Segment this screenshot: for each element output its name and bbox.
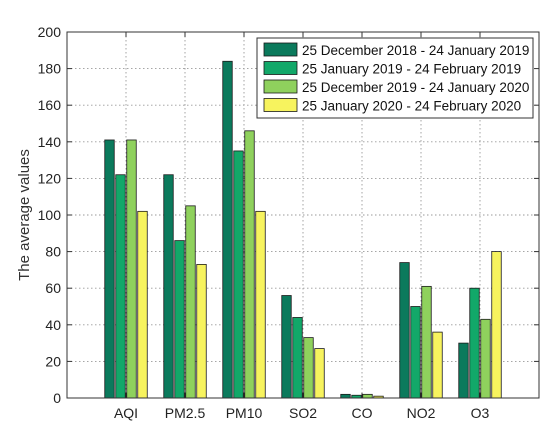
y-tick-label: 0 <box>53 390 61 406</box>
legend-label: 25 December 2019 - 24 January 2020 <box>302 80 529 95</box>
y-tick-label: 160 <box>38 97 62 113</box>
bar <box>174 240 185 399</box>
bar <box>480 318 491 399</box>
legend-box <box>256 37 534 119</box>
y-tick-label: 120 <box>38 170 62 186</box>
bar <box>303 337 314 399</box>
bar <box>281 295 292 399</box>
bar <box>255 210 266 399</box>
y-tick-label: 200 <box>38 24 62 40</box>
y-tick-label: 40 <box>45 317 61 333</box>
bar <box>196 264 207 399</box>
bar <box>222 60 233 399</box>
bar <box>163 174 174 399</box>
bar <box>458 342 469 399</box>
y-tick-label: 20 <box>45 353 61 369</box>
x-tick-label: CO <box>352 405 373 421</box>
x-tick-label: SO2 <box>289 405 317 421</box>
y-tick-label: 140 <box>38 134 62 150</box>
bar <box>233 150 244 399</box>
y-tick-label: 180 <box>38 61 62 77</box>
legend-label: 25 January 2020 - 24 February 2020 <box>302 99 521 114</box>
x-tick-label: NO2 <box>407 405 436 421</box>
bar <box>292 317 303 399</box>
legend: 25 December 2018 - 24 January 2019 25 Jan… <box>256 37 534 119</box>
bar <box>491 251 502 399</box>
bar <box>432 331 443 399</box>
bar <box>421 285 432 399</box>
bar <box>185 205 196 399</box>
bars <box>104 60 502 399</box>
legend-label: 25 December 2018 - 24 January 2019 <box>302 43 529 58</box>
bar <box>244 130 255 399</box>
legend-swatch <box>263 79 298 94</box>
legend-swatch <box>263 61 298 75</box>
x-tick-label: AQI <box>114 405 138 421</box>
y-tick-label: 80 <box>45 244 61 260</box>
bar <box>126 139 137 399</box>
y-tick-label: 60 <box>45 280 61 296</box>
y-tick-label: 100 <box>38 207 62 223</box>
bar <box>314 348 325 399</box>
legend-label: 25 January 2019 - 24 February 2019 <box>302 62 521 77</box>
bar <box>410 306 421 399</box>
x-tick-label: PM10 <box>226 405 263 421</box>
x-tick-label: O3 <box>471 405 490 421</box>
bar <box>137 210 148 399</box>
legend-swatch <box>263 42 298 57</box>
bar <box>115 174 126 399</box>
bar <box>362 393 373 399</box>
bar <box>399 262 410 399</box>
axis-ticks: 0 20 40 60 80 100 120 140 160 180 200 AQI PM2.5 PM10 S… <box>38 24 539 421</box>
bar <box>340 393 351 399</box>
x-tick-label: PM2.5 <box>165 405 206 421</box>
bar <box>469 287 480 399</box>
bar <box>104 139 115 399</box>
y-axis-title: The average values <box>16 149 33 281</box>
legend-swatch <box>263 98 298 112</box>
